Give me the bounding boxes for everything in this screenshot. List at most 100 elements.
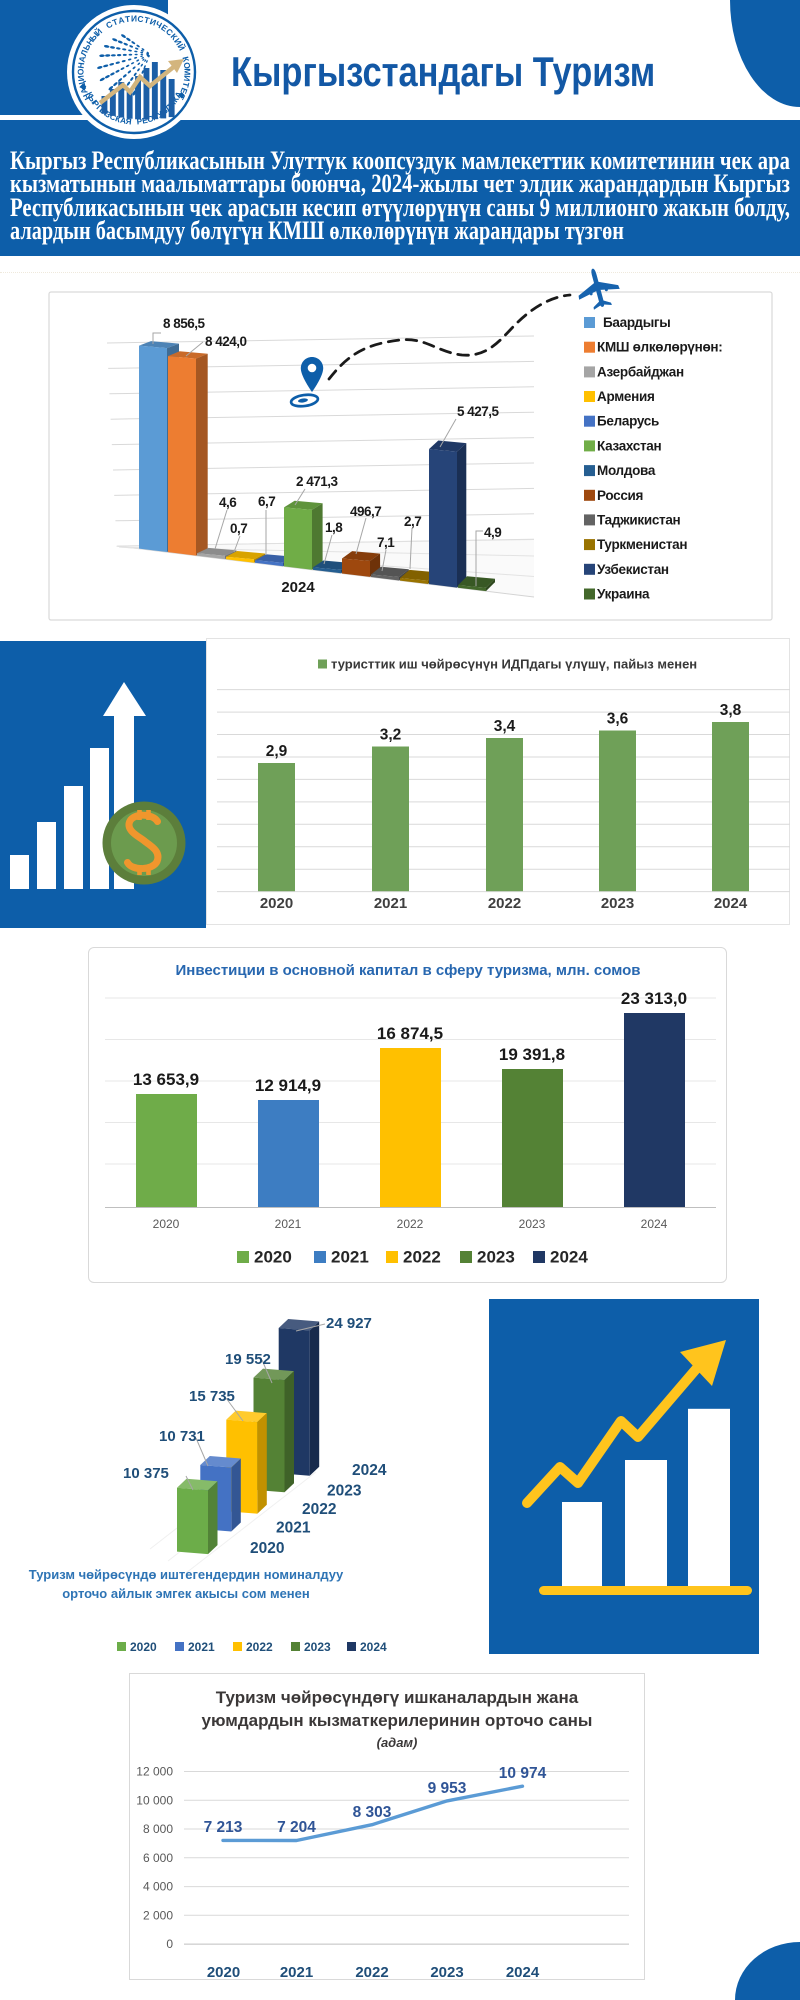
svg-text:23 313,0: 23 313,0	[621, 989, 687, 1008]
svg-text:И: И	[172, 36, 184, 47]
svg-text:Беларусь: Беларусь	[597, 414, 659, 429]
svg-text:2020: 2020	[153, 1217, 180, 1231]
svg-text:2024: 2024	[550, 1248, 588, 1267]
svg-text:Й: Й	[176, 42, 189, 52]
svg-text:К: К	[171, 94, 182, 104]
svg-text:6 000: 6 000	[143, 1851, 173, 1865]
svg-text:Л: Л	[78, 48, 89, 57]
svg-text:Туризм чөйрөсүндө иштегендерди: Туризм чөйрөсүндө иштегендердин номиналд…	[29, 1567, 344, 1582]
svg-text:2023: 2023	[477, 1248, 515, 1267]
svg-text:4 000: 4 000	[143, 1880, 173, 1894]
svg-text:Р: Р	[90, 99, 101, 109]
svg-text:А: А	[173, 90, 184, 99]
svg-text:Е: Е	[178, 86, 189, 95]
svg-text:О: О	[75, 68, 85, 75]
svg-text:М: М	[182, 68, 192, 75]
svg-text:8 424,0: 8 424,0	[205, 334, 247, 349]
svg-text:Н: Н	[84, 36, 96, 47]
svg-text:И: И	[76, 75, 87, 82]
svg-text:Я: Я	[125, 117, 132, 127]
svg-text:6,7: 6,7	[258, 494, 275, 509]
svg-text:Армения: Армения	[597, 389, 655, 404]
svg-text:2022: 2022	[403, 1248, 441, 1267]
svg-text:Баардыгы: Баардыгы	[603, 315, 670, 330]
svg-text:2022: 2022	[355, 1964, 388, 1979]
svg-text:2023: 2023	[327, 1483, 362, 1500]
svg-text:Туркменистан: Туркменистан	[597, 537, 687, 552]
svg-text:К: К	[114, 114, 123, 124]
svg-text:Ч: Ч	[154, 19, 164, 31]
svg-text:2023: 2023	[519, 1217, 546, 1231]
svg-text:2024: 2024	[506, 1964, 540, 1979]
svg-text:2021: 2021	[188, 1640, 215, 1654]
svg-text:2022: 2022	[246, 1640, 273, 1654]
svg-text:Н: Н	[81, 92, 93, 102]
svg-text:2020: 2020	[130, 1640, 157, 1654]
svg-text:Е: Е	[159, 22, 170, 34]
svg-text:туристтик иш чөйрөсүнүн ИДПдаг: туристтик иш чөйрөсүнүн ИДПдагы үлүшү, п…	[331, 657, 697, 672]
svg-text:19 391,8: 19 391,8	[499, 1045, 565, 1064]
svg-text:2022: 2022	[302, 1501, 336, 1518]
svg-text:Азербайджан: Азербайджан	[597, 364, 684, 379]
svg-text:Узбекистан: Узбекистан	[597, 562, 669, 577]
svg-text:Т: Т	[124, 14, 131, 25]
svg-text:0,7: 0,7	[230, 521, 247, 536]
svg-text:12 914,9: 12 914,9	[255, 1076, 321, 1095]
svg-text:З: З	[103, 109, 112, 119]
svg-text:Р: Р	[136, 117, 143, 127]
svg-text:2,9: 2,9	[266, 743, 288, 760]
svg-text:Казахстан: Казахстан	[597, 438, 662, 453]
svg-text:10 974: 10 974	[499, 1765, 547, 1782]
svg-text:Н: Н	[76, 62, 87, 69]
svg-text:Молдова: Молдова	[597, 463, 656, 478]
svg-text:А: А	[117, 15, 125, 26]
svg-text:С: С	[137, 14, 144, 25]
svg-text:Й: Й	[92, 25, 104, 37]
svg-text:Украина: Украина	[597, 587, 650, 602]
svg-text:19 552: 19 552	[225, 1351, 271, 1368]
svg-text:К: К	[169, 31, 180, 42]
svg-text:Таджикистан: Таджикистан	[597, 512, 681, 527]
svg-text:КМШ өлкөлөрүнөн:: КМШ өлкөлөрүнөн:	[597, 340, 722, 355]
svg-text:А: А	[119, 116, 127, 126]
svg-text:15 735: 15 735	[189, 1388, 235, 1405]
svg-text:А: А	[78, 86, 89, 95]
svg-text:И: И	[148, 16, 157, 27]
svg-text:К: К	[84, 91, 95, 100]
svg-text:2 000: 2 000	[143, 1908, 173, 1922]
svg-text:2021: 2021	[374, 895, 407, 912]
svg-text:2024: 2024	[281, 579, 315, 596]
svg-text:2020: 2020	[207, 1964, 240, 1979]
svg-text:8 000: 8 000	[143, 1822, 173, 1836]
svg-text:2024: 2024	[641, 1217, 668, 1231]
svg-text:2020: 2020	[260, 895, 293, 912]
svg-text:уюмдардын кызматкерилеринин о: уюмдардын кызматкерилеринин орточо саны	[202, 1711, 593, 1730]
svg-text:К: К	[180, 55, 191, 63]
svg-text:4,9: 4,9	[484, 525, 501, 540]
svg-text:2022: 2022	[488, 895, 521, 912]
svg-text:2023: 2023	[601, 895, 634, 912]
svg-text:0: 0	[166, 1937, 173, 1951]
svg-text:С: С	[108, 112, 117, 123]
svg-text:7 213: 7 213	[204, 1819, 243, 1836]
svg-text:Ц: Ц	[76, 80, 87, 89]
svg-text:Россия: Россия	[597, 488, 643, 503]
svg-text:2023: 2023	[304, 1640, 331, 1654]
svg-text:С: С	[146, 114, 155, 124]
svg-text:С: С	[164, 26, 175, 38]
svg-text:2,7: 2,7	[404, 514, 421, 529]
svg-text:3,4: 3,4	[494, 718, 516, 735]
svg-text:3,2: 3,2	[380, 727, 402, 744]
svg-text:А: А	[77, 55, 88, 63]
svg-text:С: С	[104, 19, 114, 31]
svg-text:3,6: 3,6	[607, 711, 629, 728]
svg-text:9 953: 9 953	[428, 1780, 467, 1797]
svg-text:24 927: 24 927	[326, 1315, 372, 1332]
svg-text:13 653,9: 13 653,9	[133, 1070, 199, 1089]
svg-text:орточо айлык эмгек акысы сом м: орточо айлык эмгек акысы сом менен	[62, 1586, 310, 1601]
svg-text:И: И	[131, 14, 137, 24]
svg-text:4,6: 4,6	[219, 495, 237, 510]
svg-text:10 375: 10 375	[123, 1465, 169, 1482]
svg-text:2024: 2024	[360, 1640, 387, 1654]
svg-text:8 303: 8 303	[353, 1804, 392, 1821]
